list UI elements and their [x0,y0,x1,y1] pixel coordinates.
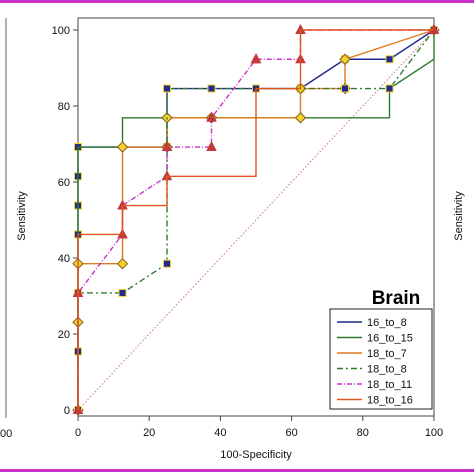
y-tick-label: 100 [52,25,70,37]
series-point [294,112,307,124]
series-point [207,84,216,93]
x-tick-label: 40 [214,427,226,439]
y-axis-title: Sensitivity [16,191,28,241]
x-tick-label: 80 [357,427,369,439]
x-axis-title: 100-Specificity [220,449,292,461]
series-point [339,53,351,65]
series-18_to_16 [77,29,434,410]
series-point [206,111,217,122]
y-tick-label: 80 [58,101,70,113]
y-axis-ticks: 0 20 40 60 80 100 [52,25,78,417]
x-tick-label: 100 [425,427,443,439]
series-line [77,29,434,410]
right-y-axis-title: Sensitivity [453,191,465,241]
legend-label: 16_to_8 [367,317,407,329]
legend-box [329,308,433,410]
y-tick-label: 60 [58,177,70,189]
series-line [77,29,435,410]
series-point [118,288,127,297]
series-point [116,257,129,270]
diagonal-line [77,29,435,411]
legend-title: Brain [372,288,421,309]
frame-bottom-band [0,469,474,472]
series-line [77,29,434,410]
legend-label: 18_to_8 [367,364,407,376]
roc-series [72,23,440,416]
x-tick-label: 60 [285,427,297,439]
legend: Brain 16_to_8 16_to_15 18_to_7 18_to_8 18_to… [329,288,433,410]
frame-top-band [0,0,474,3]
legend-label: 18_to_16 [367,395,413,407]
x-tick-label: 0 [75,427,81,439]
series-point [341,84,349,93]
series-point [428,23,440,34]
series-point [163,259,171,268]
x-axis-ticks: 0 20 40 60 80 100 [75,416,443,439]
legend-label: 16_to_15 [367,333,413,345]
series-point [385,55,394,64]
series-point [161,140,173,152]
left-panel-tick-fragment: 00 [0,428,12,440]
diagonal-reference-line [77,29,435,411]
x-tick-label: 20 [143,427,155,439]
series-point [385,84,394,93]
series-point [206,140,217,152]
series-point [163,84,171,93]
series-point [250,53,262,64]
legend-label: 18_to_11 [367,379,412,391]
legend-label: 18_to_7 [367,348,407,360]
y-tick-label: 40 [58,253,70,265]
y-tick-label: 20 [58,329,70,341]
series-point [116,141,129,153]
y-tick-label: 0 [64,405,70,417]
legend-items: 16_to_8 16_to_15 18_to_7 18_to_8 18_to_11 18_… [337,317,413,407]
